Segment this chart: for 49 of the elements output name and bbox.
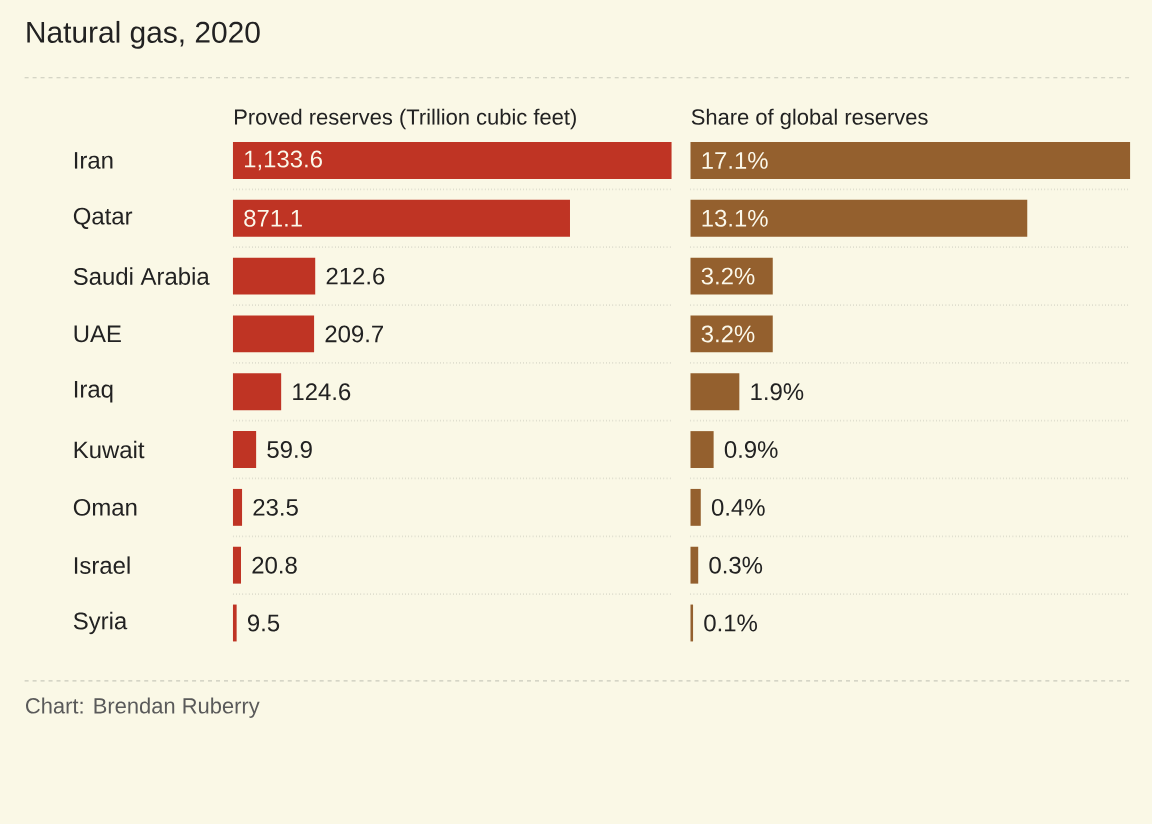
bar bbox=[232, 373, 282, 411]
data-label: 209.7 bbox=[325, 325, 383, 343]
bar bbox=[232, 430, 257, 468]
y-tick-label: Qatar bbox=[73, 207, 133, 229]
bar bbox=[232, 315, 315, 353]
data-label: 1,133.6 bbox=[245, 150, 322, 171]
bar bbox=[232, 141, 672, 179]
data-label: 0.3% bbox=[709, 556, 763, 574]
bar bbox=[232, 488, 243, 526]
data-label: 3.2% bbox=[701, 325, 755, 343]
y-tick-label: Iraq bbox=[74, 380, 113, 403]
data-label: 1.9% bbox=[751, 383, 804, 401]
bar bbox=[690, 257, 773, 295]
data-label: 124.6 bbox=[293, 383, 351, 401]
bar bbox=[690, 315, 773, 353]
y-tick-label: Syria bbox=[73, 611, 128, 634]
data-label: 3.2% bbox=[701, 267, 755, 285]
y-tick-label: UAE bbox=[74, 325, 121, 343]
chart-subtitle: Proved reserves (Trillion cubic feet) bbox=[235, 108, 576, 129]
data-label: 0.1% bbox=[704, 614, 757, 632]
data-label: 13.1% bbox=[702, 209, 768, 227]
data-label: 0.9% bbox=[724, 440, 778, 458]
data-label: 23.5 bbox=[253, 498, 298, 516]
data-label: 59.9 bbox=[267, 440, 312, 458]
y-tick-label: Kuwait bbox=[74, 440, 145, 459]
y-tick-label: Saudi Arabia bbox=[73, 267, 210, 285]
bar bbox=[690, 199, 1028, 237]
y-tick-label: Iran bbox=[74, 151, 113, 169]
bar bbox=[690, 604, 694, 642]
bar bbox=[232, 546, 241, 584]
data-label: 9.5 bbox=[247, 614, 280, 632]
y-tick-label: Oman bbox=[73, 498, 137, 516]
y-tick-label: Israel bbox=[74, 556, 130, 574]
data-label: 212.6 bbox=[326, 267, 385, 285]
bar bbox=[690, 141, 1131, 179]
chart-title: Share of global reserves bbox=[691, 108, 928, 129]
data-label: 20.8 bbox=[252, 556, 297, 574]
chart-title: Natural gas, 2020 bbox=[27, 20, 260, 49]
data-label: 871.1 bbox=[244, 209, 302, 227]
bar bbox=[232, 604, 237, 642]
text: Chart: Brendan Ruberry bbox=[26, 697, 260, 718]
bar bbox=[690, 430, 714, 468]
bar bbox=[690, 488, 701, 526]
bar bbox=[690, 373, 740, 411]
bar bbox=[232, 199, 570, 237]
data-label: 17.1% bbox=[702, 151, 768, 169]
data-label: 0.4% bbox=[711, 498, 765, 516]
bar bbox=[232, 257, 316, 295]
bar bbox=[690, 546, 699, 584]
